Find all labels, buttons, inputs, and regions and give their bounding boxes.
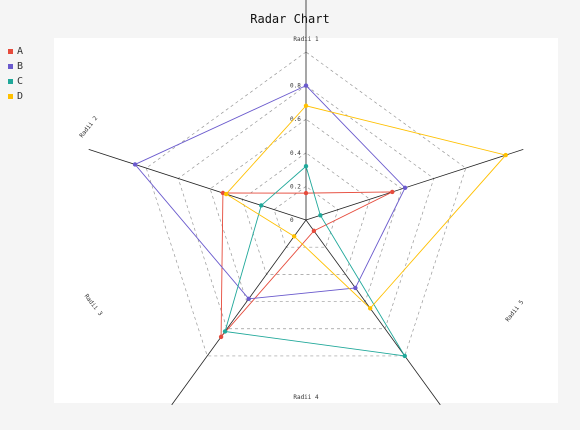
series-line-d bbox=[225, 105, 507, 309]
axis-spoke bbox=[305, 219, 441, 406]
radial-tick-label: 0 bbox=[290, 217, 294, 224]
legend-item-a: A bbox=[8, 44, 23, 59]
grid-ring-3 bbox=[209, 118, 403, 302]
axis-spoke bbox=[88, 149, 307, 221]
data-point-d bbox=[503, 152, 508, 158]
data-point-c bbox=[303, 164, 309, 169]
legend-label: C bbox=[17, 76, 24, 87]
data-point-a bbox=[390, 189, 395, 195]
legend-swatch bbox=[8, 64, 13, 69]
data-point-b bbox=[246, 296, 251, 302]
legend-item-d: D bbox=[8, 89, 23, 104]
data-point-d bbox=[303, 103, 309, 108]
radial-tick-label: 0.8 bbox=[290, 83, 301, 90]
data-point-b bbox=[303, 83, 309, 88]
legend-label: D bbox=[17, 91, 24, 102]
radial-tick-label: 0.4 bbox=[290, 150, 301, 157]
series-line-b bbox=[134, 85, 406, 300]
axis-spoke bbox=[171, 219, 307, 406]
radial-tick-label: 0.2 bbox=[290, 183, 301, 190]
data-point-d bbox=[367, 306, 373, 311]
series-line-a bbox=[220, 191, 393, 339]
legend-swatch bbox=[8, 49, 13, 54]
data-point-c bbox=[318, 213, 323, 218]
data-point-a bbox=[311, 228, 317, 234]
chart-title: Radar Chart bbox=[250, 12, 330, 26]
legend-item-b: B bbox=[8, 59, 23, 74]
legend-item-c: C bbox=[8, 74, 23, 89]
axis-spoke bbox=[305, 149, 524, 221]
data-point-d bbox=[291, 234, 297, 239]
axis-label: Radii 4 bbox=[293, 394, 319, 401]
legend-label: A bbox=[17, 46, 24, 57]
data-point-b bbox=[402, 185, 408, 191]
legend-label: B bbox=[17, 61, 24, 72]
legend-swatch bbox=[8, 94, 13, 99]
grid-ring-5 bbox=[145, 51, 467, 357]
axis-label: Radii 1 bbox=[293, 36, 319, 43]
data-point-b bbox=[132, 162, 138, 167]
data-point-d bbox=[223, 191, 229, 197]
data-point-a bbox=[303, 190, 309, 196]
data-point-c bbox=[222, 329, 228, 334]
data-point-b bbox=[353, 285, 358, 291]
data-point-a bbox=[218, 334, 224, 340]
data-point-c bbox=[259, 203, 264, 208]
series-line-c bbox=[224, 165, 406, 357]
radial-tick-label: 0.6 bbox=[290, 116, 301, 123]
legend-swatch bbox=[8, 79, 13, 84]
data-point-c bbox=[402, 353, 407, 359]
